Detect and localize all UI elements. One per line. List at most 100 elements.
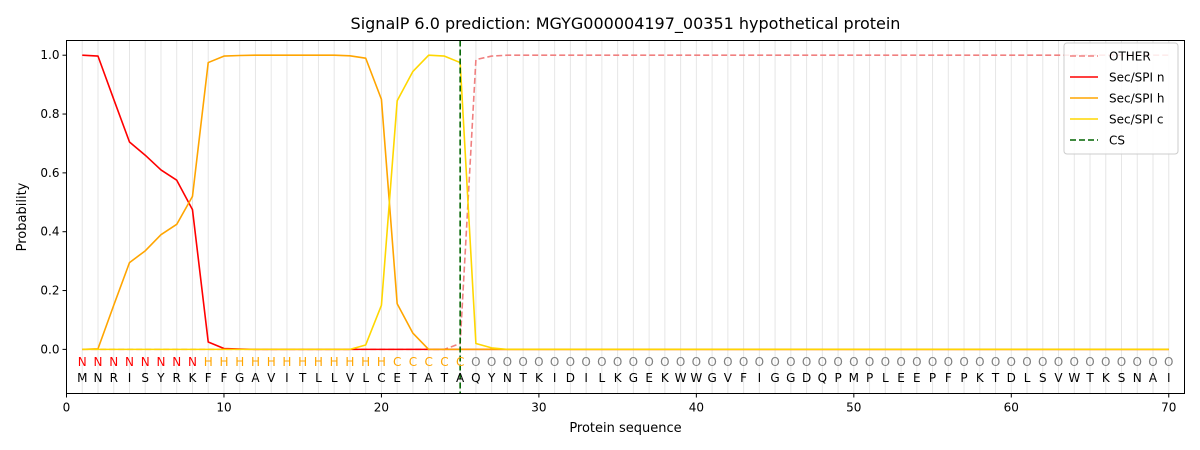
region-label: C (456, 355, 464, 369)
residue-label: I (128, 371, 132, 385)
x-axis-label: Protein sequence (569, 421, 681, 436)
residue-label: F (945, 371, 952, 385)
residue-label: W (675, 371, 687, 385)
residue-label: L (315, 371, 322, 385)
residue-label: L (362, 371, 369, 385)
residue-label: F (221, 371, 228, 385)
residue-label: T (298, 371, 307, 385)
region-label: O (676, 355, 685, 369)
residue-label: I (553, 371, 557, 385)
residue-label: N (503, 371, 512, 385)
residue-label: P (929, 371, 936, 385)
residue-label: G (707, 371, 716, 385)
region-label: O (1101, 355, 1110, 369)
region-label: O (550, 355, 559, 369)
region-label: O (518, 355, 527, 369)
region-label: H (204, 355, 213, 369)
region-label: N (125, 355, 134, 369)
grid (81, 40, 1170, 394)
x-tick-label: 70 (1161, 401, 1176, 415)
legend-box (1063, 42, 1179, 155)
y-tick-label: 0.4 (40, 225, 59, 239)
residue-label: D (802, 371, 811, 385)
region-label: N (156, 355, 165, 369)
plot-frame (66, 40, 1185, 394)
residue-label: A (456, 371, 465, 385)
region-label: O (944, 355, 953, 369)
region-label: C (393, 355, 401, 369)
series-line-sec-spi-n (82, 54, 1169, 351)
region-label: O (849, 355, 858, 369)
residue-label: G (235, 371, 244, 385)
residue-label: R (173, 371, 181, 385)
legend: OTHER Sec/SPI n Sec/SPI h Sec/SPI c CS (1063, 42, 1179, 155)
region-label: C (440, 355, 448, 369)
region-label: O (1148, 355, 1157, 369)
region-label: O (739, 355, 748, 369)
region-label: O (1054, 355, 1063, 369)
region-label: O (770, 355, 779, 369)
region-label: O (912, 355, 921, 369)
residue-label: I (285, 371, 289, 385)
residue-label: D (566, 371, 575, 385)
region-label: O (1038, 355, 1047, 369)
residue-label: I (1167, 371, 1171, 385)
residue-label: E (913, 371, 921, 385)
region-label: H (267, 355, 276, 369)
region-label: O (723, 355, 732, 369)
region-label: O (975, 355, 984, 369)
y-tick-label: 0.0 (40, 342, 59, 356)
region-label: O (896, 355, 905, 369)
region-label: O (786, 355, 795, 369)
region-label: O (660, 355, 669, 369)
residue-label: S (1118, 371, 1126, 385)
residue-label: T (440, 371, 449, 385)
residue-label: W (690, 371, 702, 385)
x-tick-label: 20 (374, 401, 389, 415)
residue-label: T (518, 371, 527, 385)
region-label: N (94, 355, 103, 369)
residue-label: Q (471, 371, 480, 385)
region-label: N (141, 355, 150, 369)
legend-label: CS (1109, 134, 1125, 148)
x-tick-label: 0 (63, 401, 71, 415)
region-label: O (471, 355, 480, 369)
region-label: O (629, 355, 638, 369)
region-label: O (534, 355, 543, 369)
region-label: O (833, 355, 842, 369)
x-tick-label: 10 (216, 401, 231, 415)
axes: 0 10 20 30 40 50 60 70 0.0 0.2 0.4 0.6 0.8 1.0 (40, 48, 1176, 414)
residue-label: F (740, 371, 747, 385)
residue-label: V (1054, 371, 1063, 385)
region-label: O (928, 355, 937, 369)
region-label: H (345, 355, 354, 369)
region-label: O (1070, 355, 1079, 369)
region-label: H (235, 355, 244, 369)
residue-label: E (393, 371, 401, 385)
y-tick-label: 0.6 (40, 166, 59, 180)
residue-label: M (77, 371, 87, 385)
region-label: O (959, 355, 968, 369)
y-tick-label: 1.0 (40, 48, 59, 62)
residue-label: T (991, 371, 1000, 385)
residue-label: K (1102, 371, 1111, 385)
region-label: C (409, 355, 417, 369)
residue-label: K (614, 371, 623, 385)
residue-label: A (251, 371, 260, 385)
region-label: C (424, 355, 432, 369)
series-line-sec-spi-h (82, 54, 1169, 351)
residue-label: P (960, 371, 967, 385)
region-label: H (377, 355, 386, 369)
residue-label: A (1149, 371, 1158, 385)
residue-label: V (724, 371, 733, 385)
residue-label: M (849, 371, 859, 385)
region-label: O (487, 355, 496, 369)
residue-label: V (346, 371, 355, 385)
region-label: O (818, 355, 827, 369)
region-label: O (692, 355, 701, 369)
residue-label: I (584, 371, 588, 385)
residue-label: T (408, 371, 417, 385)
residue-label: N (1133, 371, 1142, 385)
